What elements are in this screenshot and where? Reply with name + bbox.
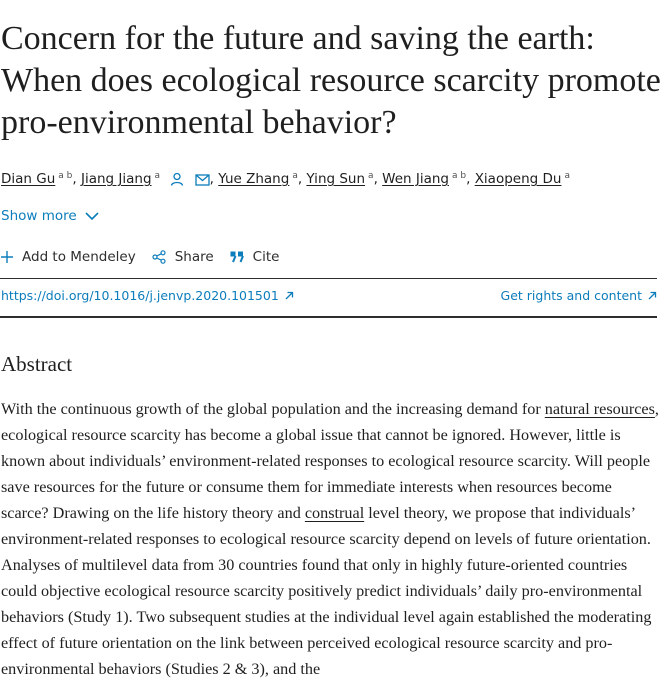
- article-title: Concern for the future and saving the ea…: [1, 20, 661, 141]
- author-affiliation: a: [292, 171, 298, 181]
- mail-icon[interactable]: [195, 172, 210, 192]
- construal-link[interactable]: construal: [304, 504, 365, 522]
- divider: [0, 316, 657, 318]
- person-icon[interactable]: [170, 172, 184, 192]
- author-link[interactable]: Wen Jiang: [382, 171, 449, 187]
- external-link-icon: [285, 291, 293, 299]
- abstract-segment: , ecological resource scarcity has becom…: [1, 400, 659, 522]
- abstract-heading: Abstract: [1, 352, 73, 376]
- mendeley-label: Add to Mendeley: [22, 249, 136, 265]
- abstract-segment: level theory, we propose that individual…: [1, 504, 652, 678]
- plus-icon: [1, 251, 13, 263]
- natural-resources-link[interactable]: natural resources: [544, 400, 655, 418]
- author-link[interactable]: Yue Zhang: [218, 171, 290, 187]
- abstract-text: With the continuous growth of the global…: [1, 396, 661, 682]
- author-list: Dian Gu a b, Jiang Jiang a , Yue Zhang a, Y…: [1, 166, 669, 192]
- doi-link[interactable]: https://doi.org/10.1016/j.jenvp.2020.101…: [1, 288, 294, 303]
- doi-text: https://doi.org/10.1016/j.jenvp.2020.101…: [1, 288, 279, 303]
- quote-icon: [230, 251, 244, 263]
- add-to-mendeley-button[interactable]: Add to Mendeley: [1, 249, 136, 265]
- rights-text: Get rights and content: [500, 288, 642, 303]
- author-affiliation: a: [154, 171, 161, 181]
- share-label: Share: [174, 249, 214, 265]
- share-button[interactable]: Share: [152, 249, 214, 265]
- show-more-button[interactable]: Show more: [1, 208, 99, 224]
- doi-row: https://doi.org/10.1016/j.jenvp.2020.101…: [1, 288, 657, 303]
- abstract-segment: With the continuous growth of the global…: [1, 400, 545, 418]
- author-link[interactable]: Ying Sun: [306, 171, 366, 187]
- share-icon: [152, 250, 166, 264]
- external-link-icon: [648, 291, 657, 299]
- author-affiliation: a b: [58, 171, 73, 181]
- chevron-down-icon: [85, 211, 99, 220]
- cite-button[interactable]: Cite: [230, 249, 280, 265]
- article-actions: Add to Mendeley Share Cite: [1, 249, 295, 265]
- cite-label: Cite: [252, 249, 280, 265]
- author-link[interactable]: Dian Gu: [1, 171, 56, 187]
- get-rights-link[interactable]: Get rights and content: [501, 288, 657, 303]
- author-affiliation: a b: [452, 171, 467, 181]
- author-link[interactable]: Jiang Jiang: [80, 171, 152, 187]
- author-affiliation: a: [368, 171, 374, 181]
- show-more-label: Show more: [1, 208, 77, 224]
- author-link[interactable]: Xiaopeng Du: [474, 171, 562, 187]
- author-affiliation: a: [564, 171, 570, 181]
- divider: [0, 278, 657, 279]
